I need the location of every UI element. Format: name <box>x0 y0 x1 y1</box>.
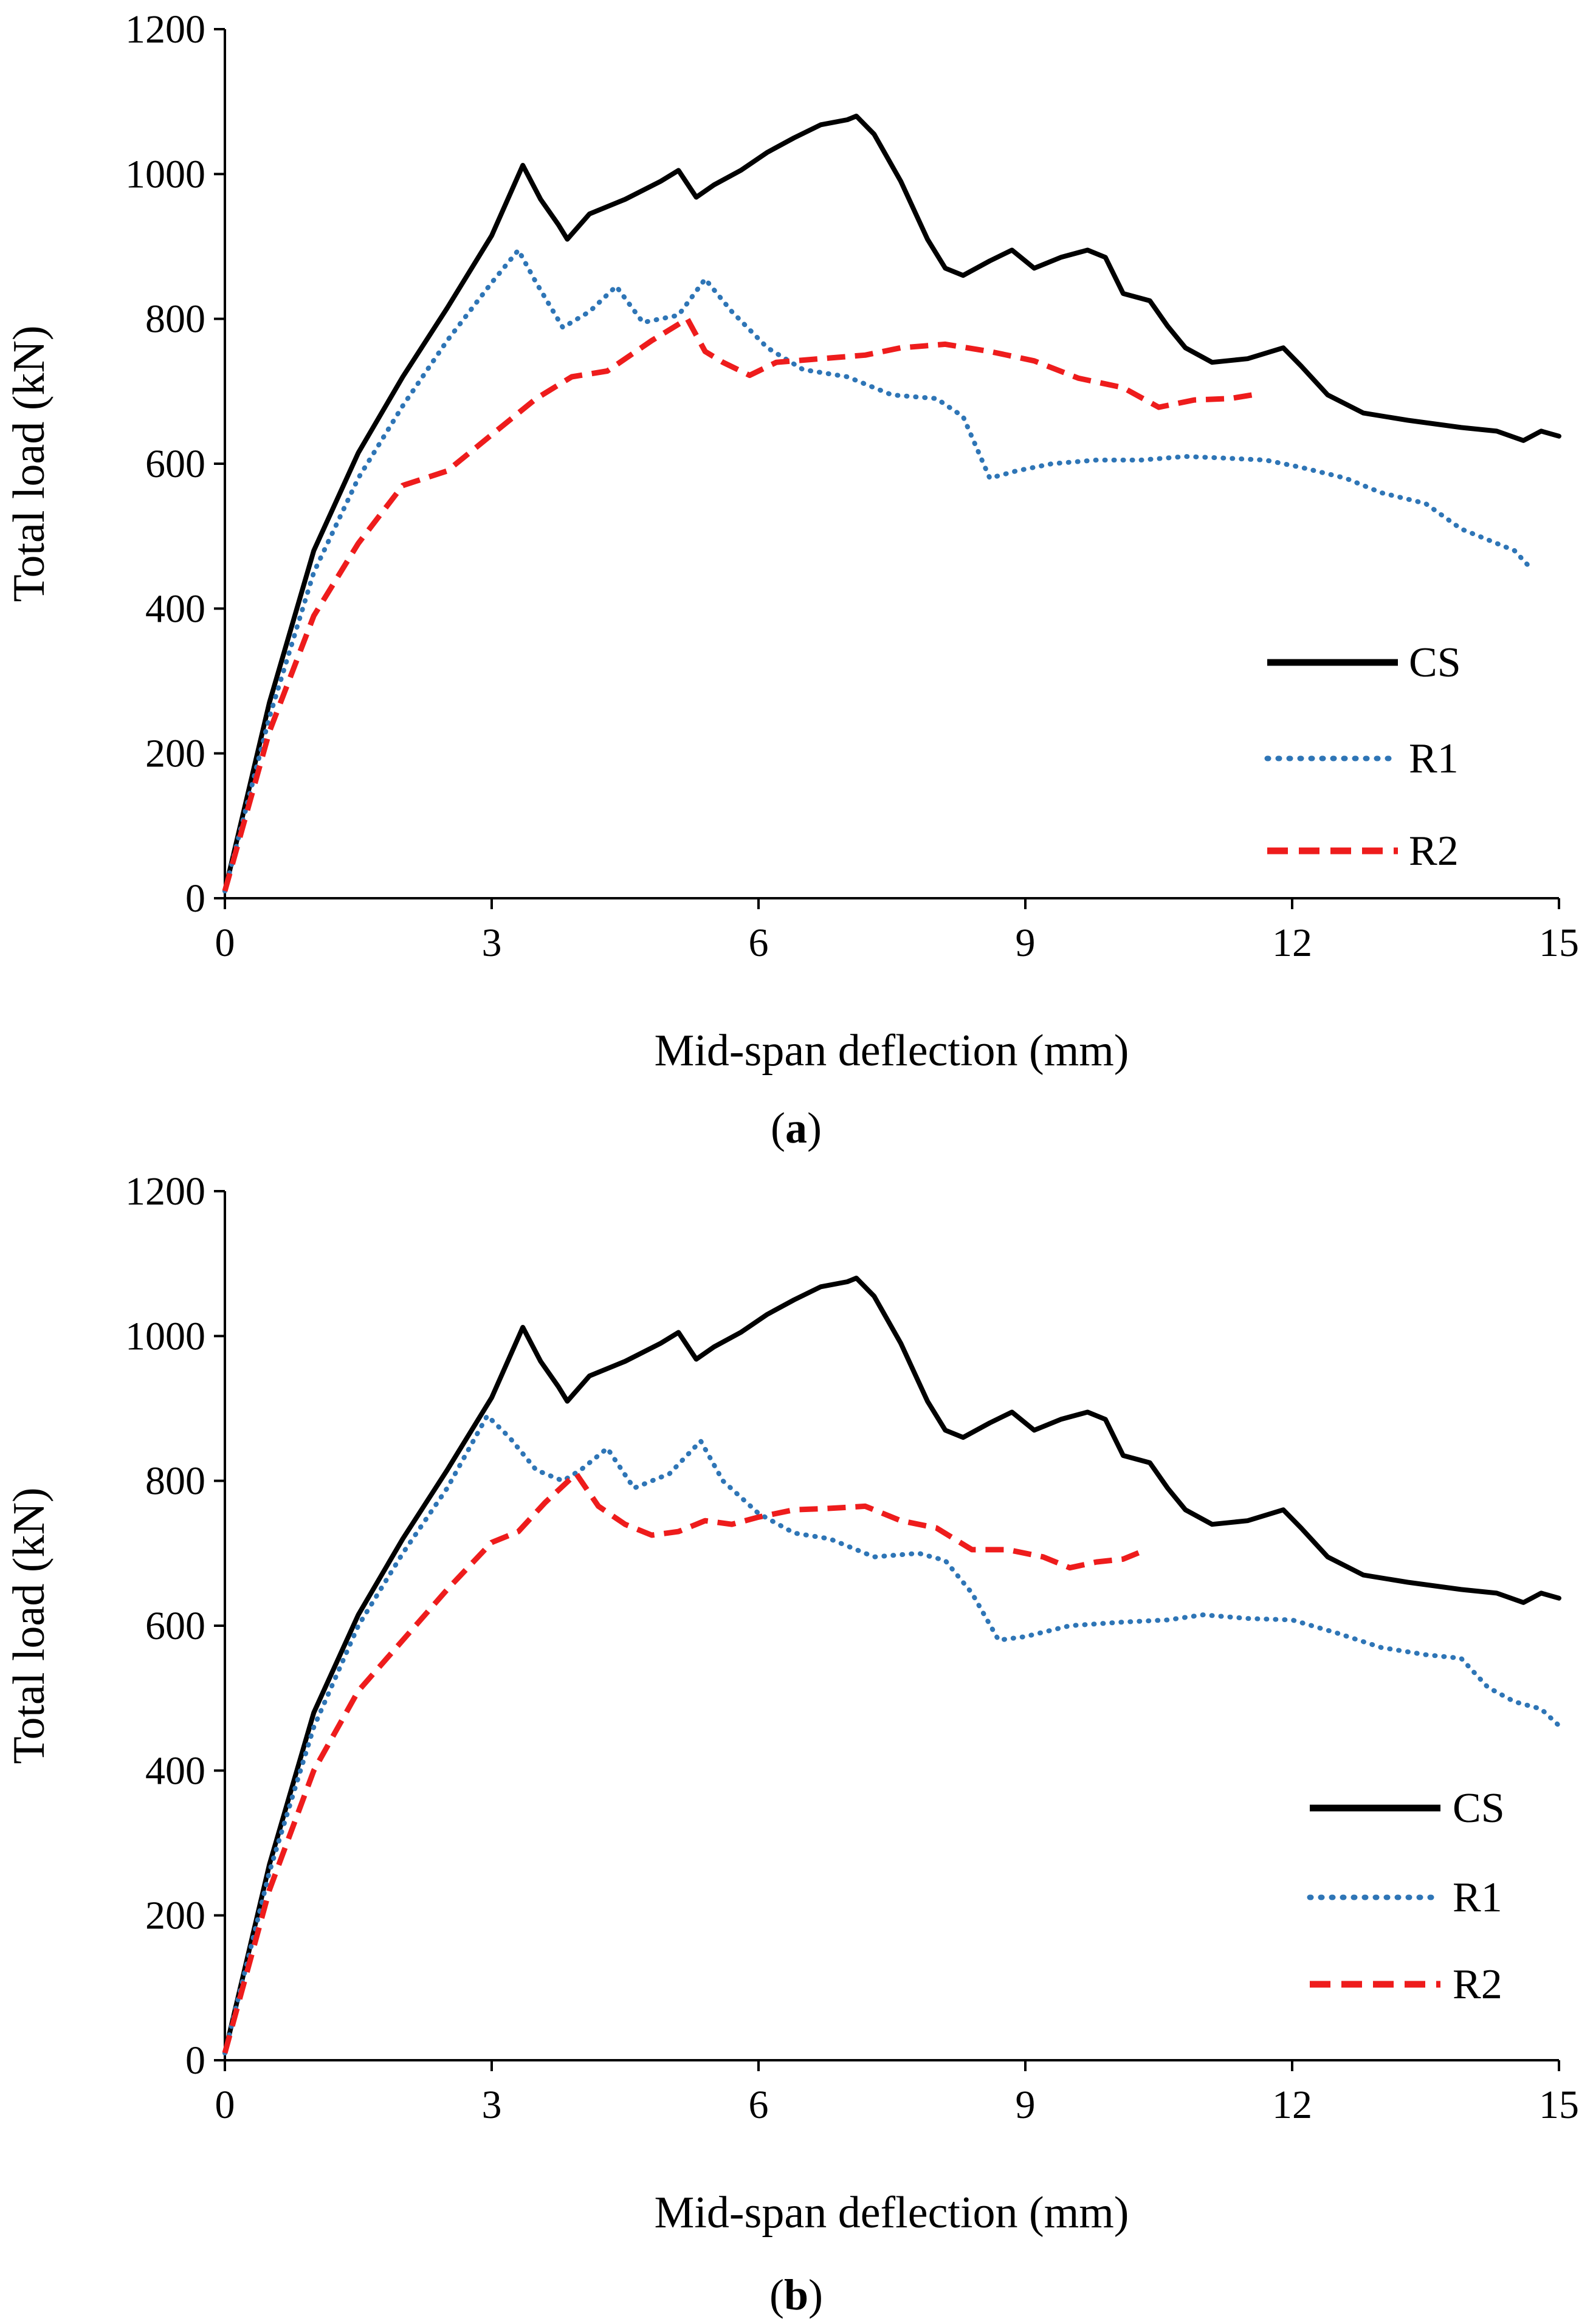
series-line-r2 <box>222 1471 1142 2054</box>
caption-b-letter: b <box>784 2271 808 2319</box>
y-axis-title: Total load (kN) <box>4 325 54 602</box>
series-line-cs <box>222 114 1561 894</box>
legend-label-r2: R2 <box>1453 1961 1502 2008</box>
y-tick-label: 200 <box>145 1894 205 1938</box>
legend-item-cs: CS <box>1267 639 1461 686</box>
legend: CS R1 R2 <box>1307 1785 1505 2008</box>
x-tick-label: 9 <box>1016 921 1036 965</box>
x-ticks: 0 3 6 9 12 15 <box>215 2060 1579 2127</box>
caption-a-letter: a <box>785 1104 807 1152</box>
y-tick-label: 0 <box>185 876 205 921</box>
legend-label-r2: R2 <box>1409 828 1459 875</box>
y-axis-title: Total load (kN) <box>4 1487 54 1764</box>
y-tick-label: 200 <box>145 732 205 776</box>
legend-item-r2: R2 <box>1267 828 1459 875</box>
y-tick-label: 800 <box>145 1459 205 1504</box>
chart-b: 0 200 400 600 800 1000 1200 0 3 6 9 12 15 Mid-span … <box>4 1169 1579 2319</box>
x-tick-label: 0 <box>215 2083 235 2127</box>
y-tick-label: 1200 <box>125 1169 205 1214</box>
caption-a: (a) <box>771 1104 822 1152</box>
series-line-r2 <box>222 316 1253 892</box>
legend-label-r1: R1 <box>1409 735 1459 782</box>
caption-b: (b) <box>769 2271 823 2319</box>
x-tick-label: 12 <box>1272 2083 1312 2127</box>
x-tick-label: 3 <box>482 2083 502 2127</box>
x-tick-label: 15 <box>1539 921 1579 965</box>
y-tick-label: 1000 <box>125 152 205 196</box>
y-tick-label: 400 <box>145 586 205 631</box>
series-line-cs <box>222 1276 1561 2056</box>
x-axis-title: Mid-span deflection (mm) <box>655 2188 1129 2238</box>
x-tick-label: 6 <box>749 2083 769 2127</box>
y-ticks: 0 200 400 600 800 1000 1200 <box>125 7 225 921</box>
series-line-r1 <box>222 247 1530 894</box>
legend-label-cs: CS <box>1409 639 1461 686</box>
legend: CS R1 R2 <box>1264 639 1461 875</box>
y-tick-label: 1000 <box>125 1314 205 1358</box>
y-tick-label: 800 <box>145 297 205 342</box>
x-tick-label: 15 <box>1539 2083 1579 2127</box>
y-tick-label: 600 <box>145 1604 205 1648</box>
chart-a: 0 200 400 600 800 1000 1200 0 3 6 9 12 15 Mid-span … <box>4 7 1579 1152</box>
legend-label-r1: R1 <box>1453 1874 1502 1921</box>
series-layer <box>222 1276 1561 2056</box>
x-axis-title: Mid-span deflection (mm) <box>655 1026 1129 1076</box>
y-ticks: 0 200 400 600 800 1000 1200 <box>125 1169 225 2083</box>
legend-label-cs: CS <box>1453 1785 1505 1832</box>
x-tick-label: 0 <box>215 921 235 965</box>
x-tick-label: 12 <box>1272 921 1312 965</box>
y-tick-label: 1200 <box>125 7 205 52</box>
series-layer <box>222 114 1561 894</box>
legend-item-r1: R1 <box>1307 1874 1502 1921</box>
legend-item-cs: CS <box>1310 1785 1505 1832</box>
x-tick-label: 9 <box>1016 2083 1036 2127</box>
y-tick-label: 400 <box>145 1748 205 1793</box>
y-tick-label: 600 <box>145 442 205 486</box>
series-line-r1 <box>222 1413 1561 2056</box>
legend-item-r1: R1 <box>1264 735 1459 782</box>
x-tick-label: 3 <box>482 921 502 965</box>
legend-item-r2: R2 <box>1310 1961 1502 2008</box>
y-tick-label: 0 <box>185 2038 205 2083</box>
x-tick-label: 6 <box>749 921 769 965</box>
x-ticks: 0 3 6 9 12 15 <box>215 898 1579 965</box>
